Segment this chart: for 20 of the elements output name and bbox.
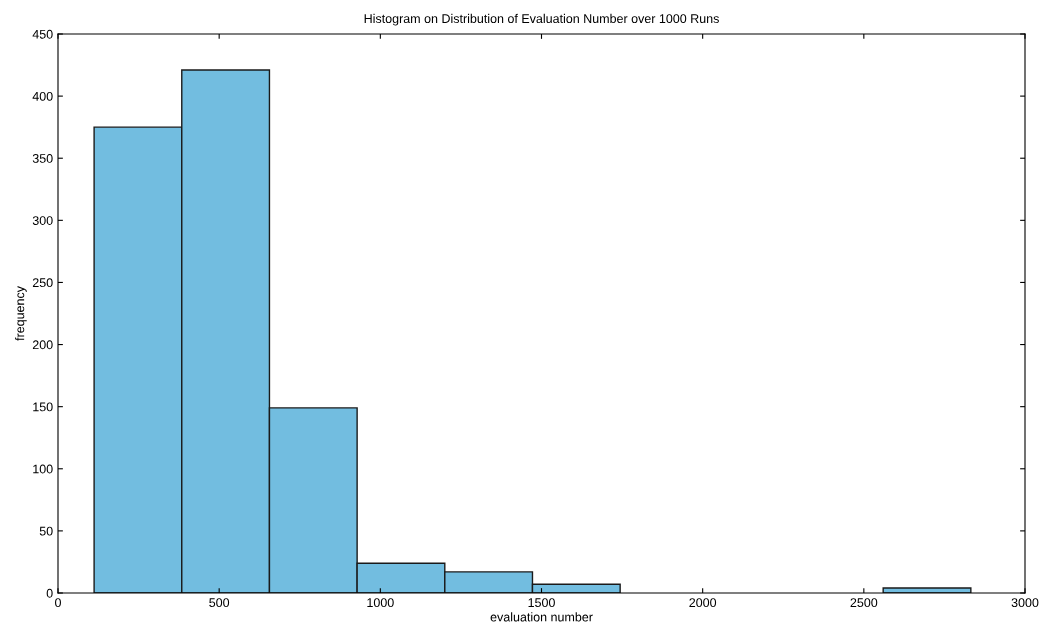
x-tick-label: 2500: [850, 598, 878, 608]
y-tick-label: 250: [32, 278, 53, 288]
x-axis-title: evaluation number: [490, 612, 593, 622]
x-tick-label: 500: [209, 598, 230, 608]
y-tick-label: 0: [46, 588, 53, 598]
x-tick-label: 2000: [689, 598, 717, 608]
x-tick-label: 1500: [528, 598, 555, 608]
chart-title: Histogram on Distribution of Evaluation Number over 1000 Runs: [364, 13, 719, 26]
x-tick-label: 3000: [1011, 598, 1039, 608]
y-axis-title: frequency: [15, 286, 27, 341]
x-tick-label: 0: [55, 598, 61, 608]
y-tick-label: 400: [32, 91, 53, 101]
y-tick-label: 200: [32, 340, 53, 350]
y-tick-label: 150: [33, 402, 53, 412]
y-tick-label: 450: [32, 29, 53, 39]
y-tick-label: 350: [32, 154, 53, 163]
y-tick-label: 50: [39, 526, 53, 536]
x-tick-label: 1000: [367, 598, 394, 608]
y-tick-label: 100: [33, 464, 53, 474]
y-tick-label: 300: [32, 216, 53, 225]
